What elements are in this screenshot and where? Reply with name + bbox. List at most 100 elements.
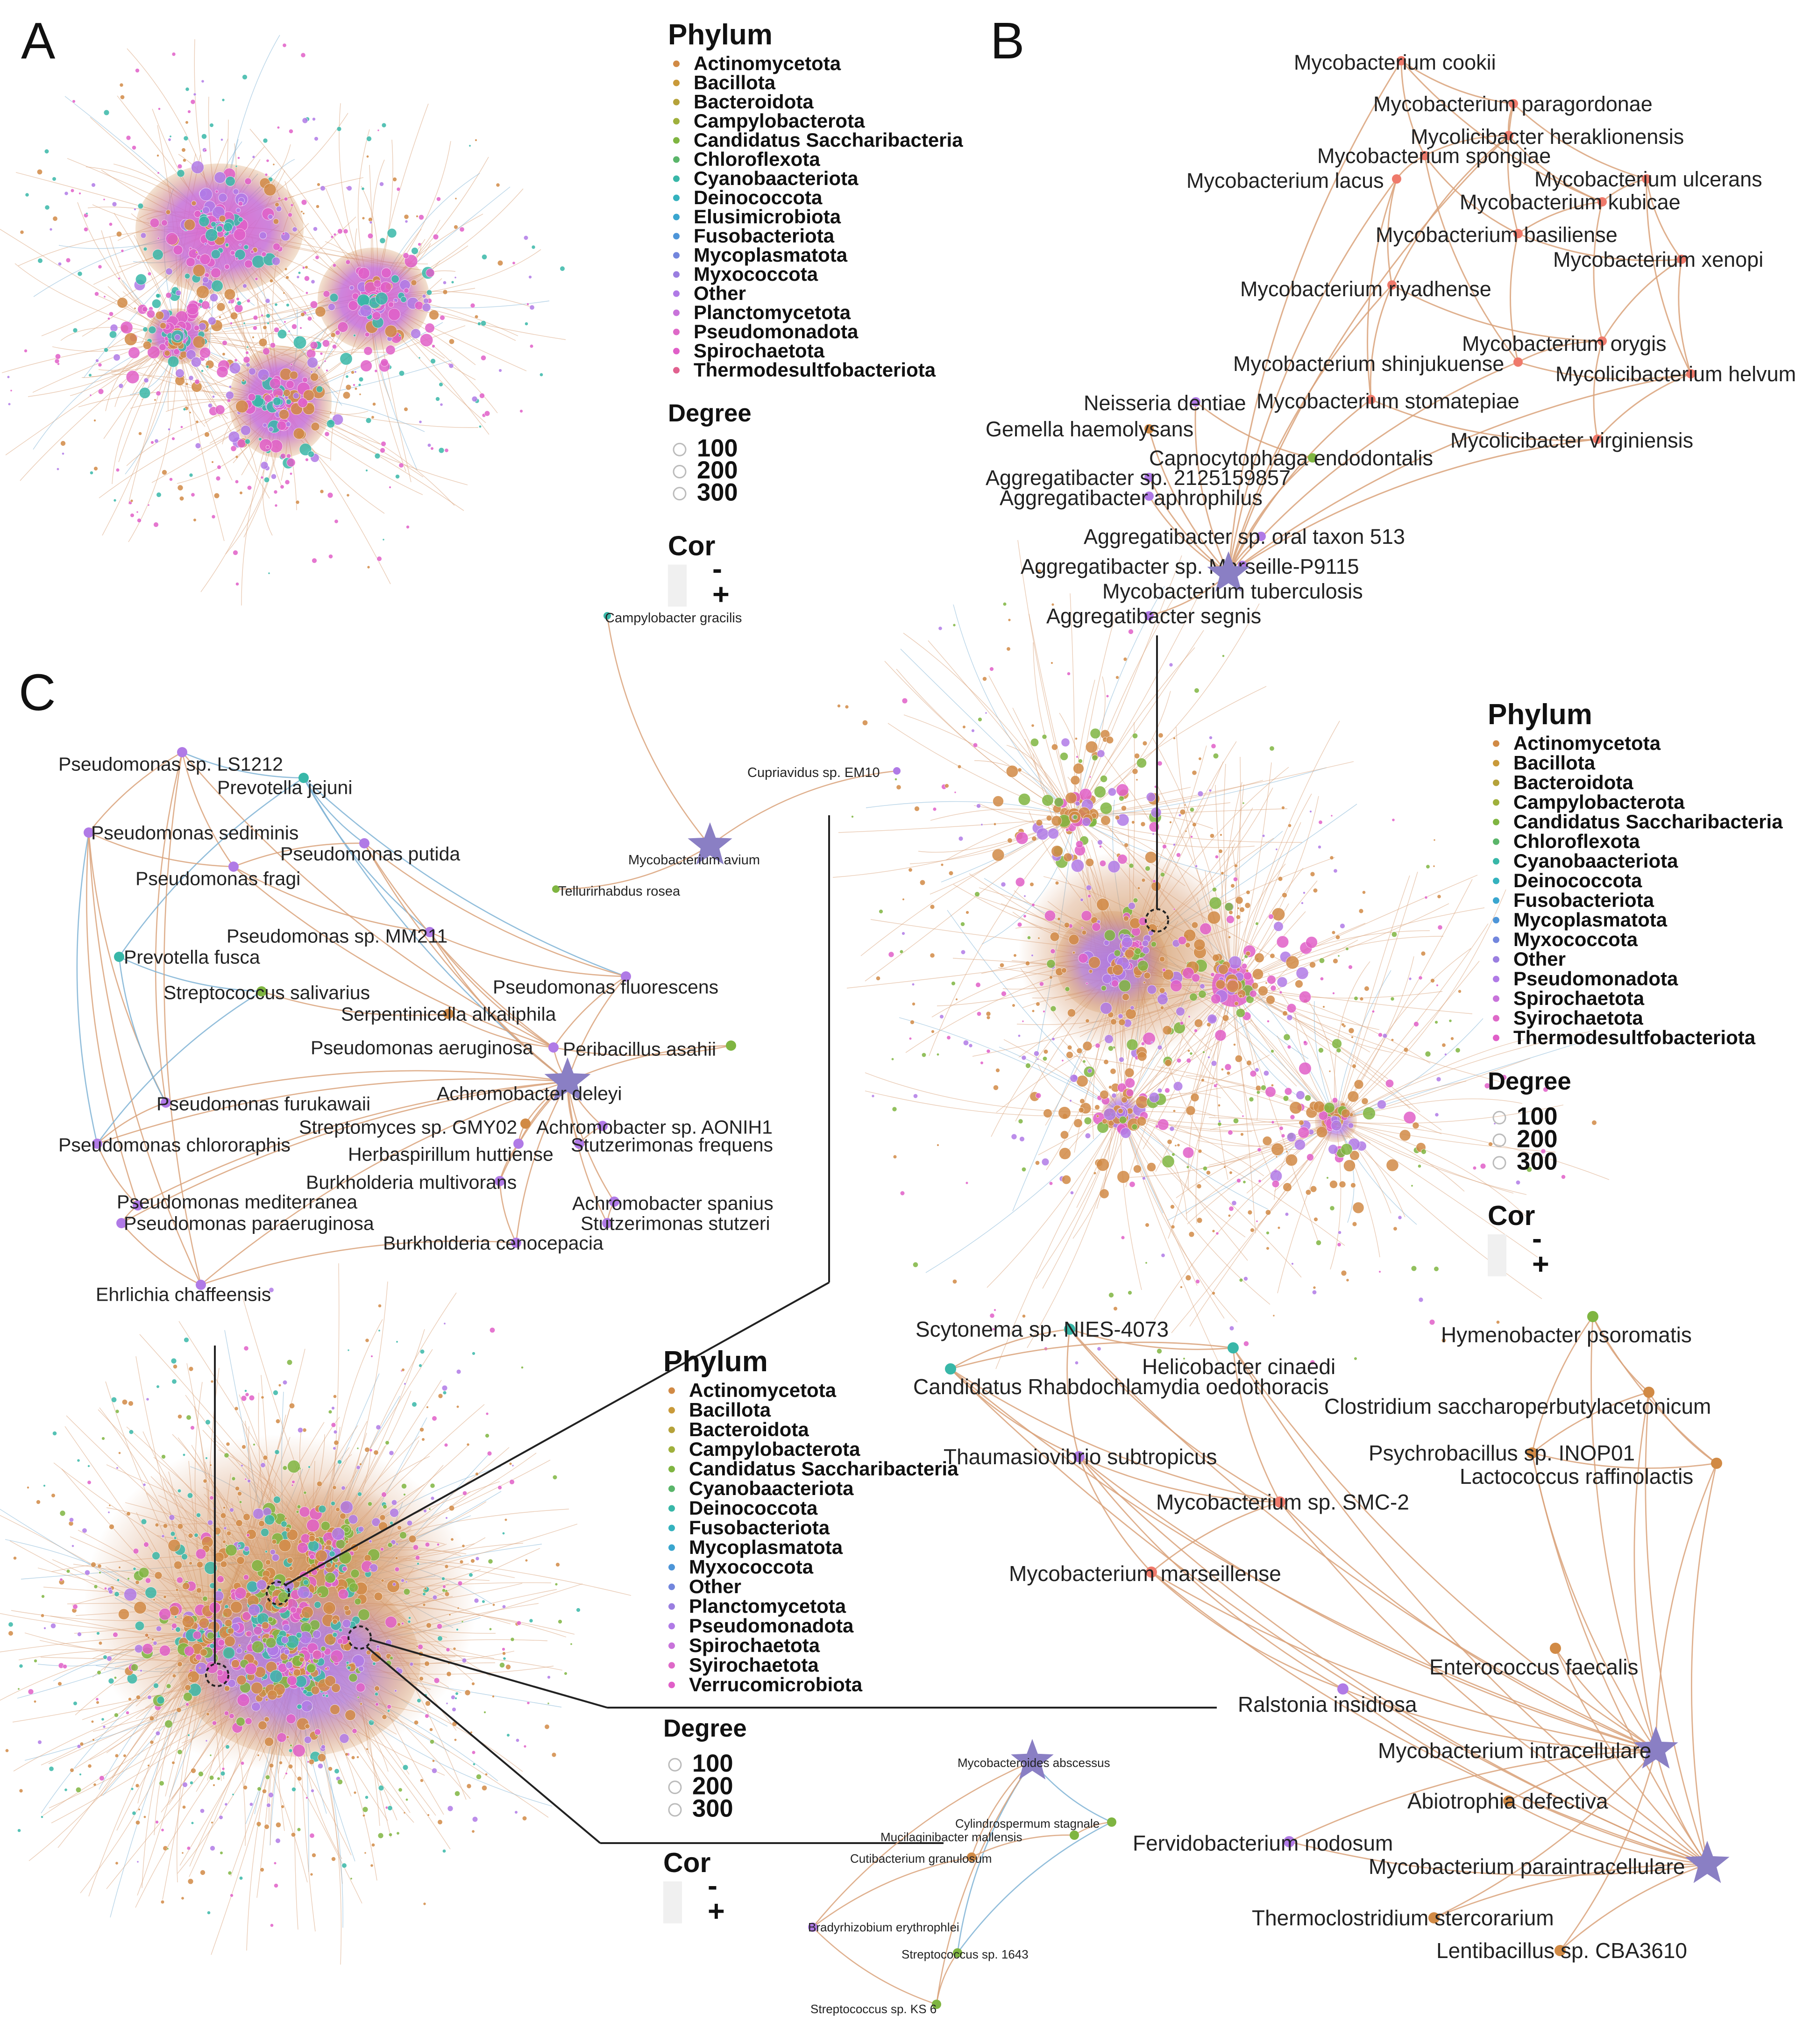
network-node [177, 1414, 182, 1419]
network-edge [1334, 961, 1370, 1122]
network-node [196, 1588, 202, 1594]
network-node [1331, 1120, 1342, 1131]
network-edge [1042, 1111, 1121, 1289]
network-node [1218, 964, 1228, 975]
network-node [985, 712, 987, 714]
network-node [356, 1465, 361, 1470]
network-node [169, 477, 173, 481]
network-node [1441, 1338, 1447, 1343]
network-node [166, 1847, 169, 1850]
network-node [284, 320, 286, 323]
network-node [468, 1573, 473, 1577]
network-node [1267, 975, 1276, 984]
network-node [246, 363, 250, 367]
network-node [387, 1704, 391, 1709]
network-node [224, 1619, 233, 1627]
network-node [1330, 814, 1333, 817]
network-node [1080, 898, 1084, 902]
network-node [1095, 1043, 1100, 1048]
network-node [297, 1776, 302, 1781]
network-node [1234, 1001, 1239, 1006]
network-node [243, 1546, 249, 1552]
network-node [251, 1682, 263, 1694]
network-node [1281, 1133, 1285, 1138]
network-a [0, 35, 566, 606]
network-node [293, 427, 305, 440]
network-node [1195, 1279, 1200, 1284]
network-node [381, 1492, 387, 1497]
network-node [281, 1636, 289, 1644]
network-node [159, 1645, 170, 1657]
network-node [72, 100, 76, 103]
legend-phylum-swatch [668, 1524, 675, 1531]
network-node [438, 447, 445, 454]
network-node [1107, 860, 1121, 873]
network-node [242, 284, 247, 288]
legend-degree-marker [668, 1780, 682, 1795]
network-node [1051, 845, 1063, 857]
network-node [199, 1648, 208, 1657]
subnetwork-edge [1593, 341, 1603, 440]
network-node [181, 148, 186, 152]
network-node [1051, 1037, 1055, 1041]
network-node [135, 68, 140, 73]
network-node [138, 1808, 141, 1811]
network-node [174, 1616, 177, 1618]
network-node [1017, 768, 1022, 772]
network-node [221, 1767, 225, 1771]
network-node [427, 443, 432, 448]
network-node [547, 1675, 551, 1679]
species-label: Mycobacterium avium [628, 853, 760, 868]
species-label: Lentibacillus sp. CBA3610 [1436, 1938, 1687, 1963]
network-node [968, 1043, 973, 1048]
network-node [160, 1900, 165, 1904]
network-node [268, 1792, 274, 1798]
network-node [1119, 796, 1124, 801]
network-node [1131, 820, 1135, 824]
network-node [241, 1395, 247, 1402]
network-node [173, 349, 180, 355]
network-node [229, 362, 241, 374]
network-node [454, 1697, 457, 1700]
network-node [203, 1479, 207, 1483]
network-node [1099, 1189, 1109, 1199]
network-node [195, 251, 198, 254]
network-node [388, 301, 394, 308]
network-node [888, 951, 894, 958]
network-node [547, 1702, 550, 1705]
network-node [209, 1775, 214, 1780]
network-node [213, 1784, 215, 1787]
legend-phylum-swatch [1493, 976, 1499, 983]
network-node [1065, 792, 1077, 804]
network-node [1352, 1221, 1357, 1227]
network-node [103, 1655, 107, 1659]
network-node [405, 1798, 408, 1802]
network-node [335, 330, 341, 335]
network-node [1209, 897, 1222, 910]
network-node [301, 199, 307, 206]
network-node [1019, 1136, 1025, 1142]
network-node [185, 1684, 191, 1691]
network-node [1160, 1005, 1164, 1010]
network-node [502, 1652, 506, 1655]
network-node [432, 344, 435, 348]
network-node [1200, 923, 1212, 935]
network-node [353, 384, 355, 386]
network-node [430, 1496, 435, 1501]
network-node [1169, 1126, 1175, 1132]
network-node [152, 1552, 160, 1560]
network-node [238, 201, 243, 207]
network-node [266, 1803, 271, 1808]
network-node [1096, 1114, 1100, 1118]
network-node [403, 252, 409, 259]
network-node [1162, 1025, 1172, 1035]
network-node [1212, 887, 1217, 892]
network-node [446, 1671, 452, 1677]
subnetwork-edge [155, 752, 183, 1103]
network-node [1121, 805, 1127, 811]
network-node [240, 1761, 245, 1766]
network-node [482, 254, 487, 260]
network-node [277, 1732, 287, 1743]
network-node [331, 1683, 341, 1693]
network-node [222, 340, 227, 346]
